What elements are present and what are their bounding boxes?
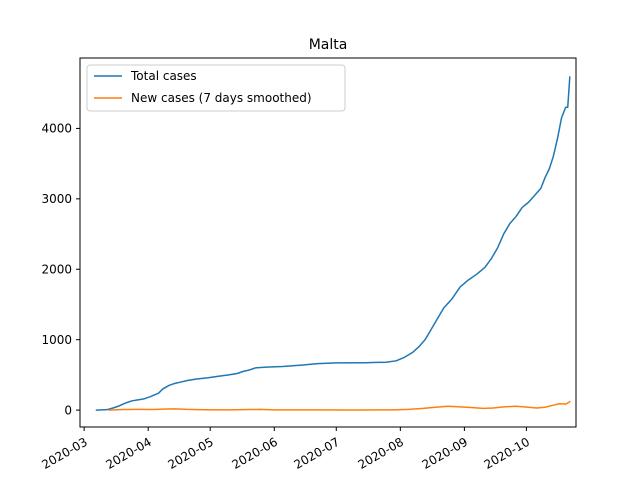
legend-box <box>86 64 346 112</box>
y-tick-label: 2000 <box>41 262 72 276</box>
x-tick-label: 2020-04 <box>103 435 153 472</box>
x-tick-label: 2020-06 <box>230 435 280 472</box>
y-tick-label: 1000 <box>41 333 72 347</box>
chart-title: Malta <box>309 37 348 53</box>
series-line-0 <box>95 76 571 411</box>
x-tick-label: 2020-10 <box>482 435 532 472</box>
x-tick-label: 2020-08 <box>356 435 406 472</box>
legend: Total cases New cases (7 days smoothed) <box>86 64 346 112</box>
plot-frame <box>79 57 577 428</box>
x-axis: 2020-03 2020-04 2020-05 2020-06 2020-07 2020-… <box>39 427 532 472</box>
y-tick-label: 0 <box>64 403 72 417</box>
legend-label-1: New cases (7 days smoothed) <box>131 91 312 105</box>
y-axis: 0 1000 2000 3000 4000 <box>41 122 80 417</box>
x-tick-label: 2020-07 <box>292 435 342 472</box>
x-tick-label: 2020-09 <box>420 435 470 472</box>
y-tick-label: 3000 <box>41 192 72 206</box>
legend-label-0: Total cases <box>130 69 197 83</box>
x-tick-label: 2020-03 <box>39 435 89 472</box>
series-line-1 <box>108 400 571 411</box>
x-tick-label: 2020-05 <box>165 435 215 472</box>
series-layer <box>95 76 571 411</box>
y-tick-label: 4000 <box>41 122 72 136</box>
